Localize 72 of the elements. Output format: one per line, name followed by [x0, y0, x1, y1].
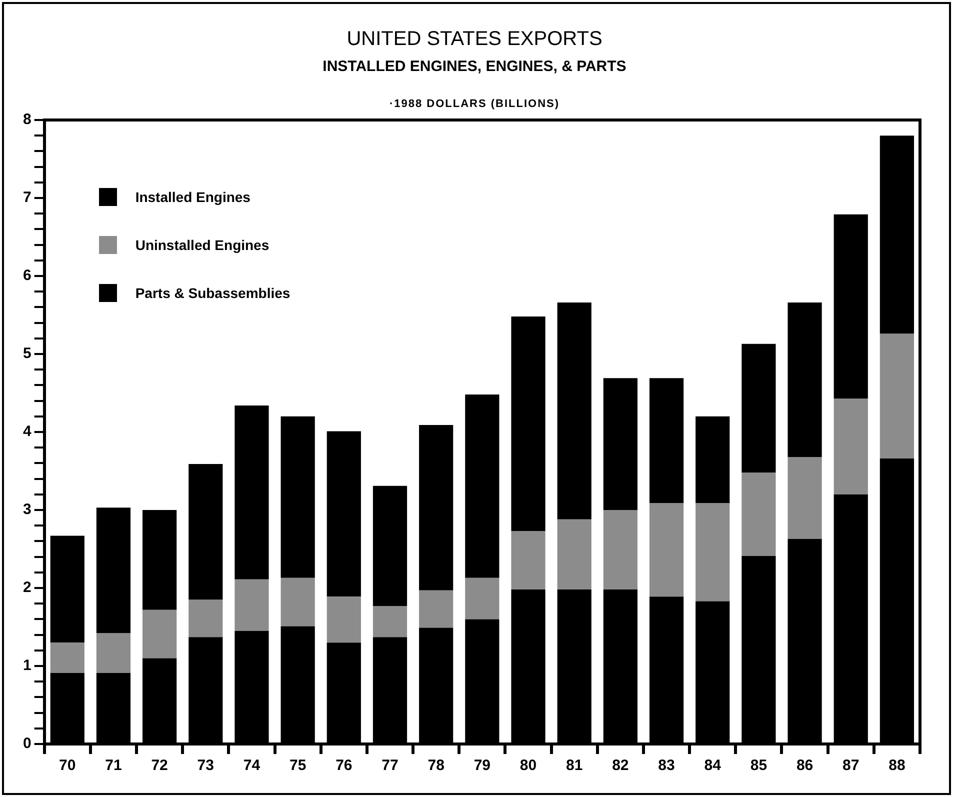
bar — [557, 302, 592, 520]
x-tick-label: 70 — [59, 757, 76, 774]
bar — [50, 642, 84, 674]
bar — [788, 302, 822, 457]
bar — [696, 416, 730, 503]
bar — [696, 502, 730, 602]
x-tick-label: 84 — [704, 757, 722, 774]
x-tick-label: 79 — [474, 757, 491, 774]
bar — [649, 378, 684, 503]
chart-subtitle: INSTALLED ENGINES, ENGINES, & PARTS — [322, 58, 628, 75]
text: ·1988 DOLLARS (BILLIONS) — [388, 98, 561, 110]
bar — [50, 536, 84, 643]
bar — [188, 600, 223, 638]
bar — [280, 578, 315, 626]
bar — [511, 316, 546, 532]
x-tick-label: 80 — [520, 757, 537, 774]
bar — [603, 378, 638, 510]
bar — [419, 590, 454, 628]
bar — [142, 610, 177, 658]
x-tick-label: 77 — [382, 757, 398, 774]
bar — [142, 510, 177, 610]
bar — [880, 136, 914, 334]
bar — [557, 519, 592, 590]
y-tick-label: 5 — [23, 345, 32, 362]
y-tick-label: 0 — [23, 735, 32, 752]
bar — [326, 431, 361, 597]
bar — [511, 531, 546, 590]
y-tick-label: 2 — [23, 579, 32, 596]
bar — [834, 214, 868, 398]
chart-title: UNITED STATES EXPORTS — [346, 28, 604, 51]
bar — [372, 606, 408, 638]
legend-label: Uninstalled Engines — [135, 237, 270, 253]
bar — [788, 456, 822, 539]
x-tick-label: 72 — [151, 757, 168, 774]
x-tick-label: 73 — [197, 757, 214, 774]
x-tick-label: 83 — [658, 757, 675, 774]
x-tick-label: 87 — [842, 757, 860, 774]
bar — [465, 394, 500, 578]
bar — [649, 502, 684, 597]
bar — [326, 596, 361, 643]
y-tick-label: 1 — [23, 657, 32, 674]
bar — [372, 486, 408, 606]
bar — [419, 424, 454, 590]
bar — [465, 578, 500, 620]
legend-label: Parts & Subassemblies — [135, 285, 290, 301]
bar — [234, 405, 269, 580]
x-tick-label: 78 — [428, 757, 444, 774]
y-tick-label: 8 — [23, 111, 32, 128]
bar — [742, 344, 776, 473]
y-tick-label: 7 — [23, 189, 32, 206]
bar — [234, 579, 269, 631]
x-tick-label: 76 — [336, 757, 352, 774]
bar — [96, 633, 131, 674]
x-tick-label: 88 — [888, 757, 906, 774]
x-tick-label: 82 — [612, 757, 629, 774]
x-tick-label: 85 — [750, 757, 768, 774]
y-tick-label: 3 — [23, 501, 32, 518]
x-tick-label: 74 — [243, 757, 261, 774]
bar — [742, 472, 776, 556]
bar — [834, 398, 868, 494]
bar — [280, 416, 315, 578]
x-tick-label: 86 — [796, 757, 814, 774]
x-tick-label: 71 — [105, 757, 122, 774]
bar — [880, 334, 914, 459]
bar — [96, 508, 131, 634]
bar — [188, 464, 223, 600]
y-tick-label: 6 — [23, 267, 32, 284]
y-tick-label: 4 — [23, 423, 32, 440]
x-tick-label: 75 — [289, 757, 306, 774]
x-tick-label: 81 — [566, 757, 583, 774]
legend-label: Installed Engines — [135, 189, 250, 205]
bar — [603, 510, 638, 590]
